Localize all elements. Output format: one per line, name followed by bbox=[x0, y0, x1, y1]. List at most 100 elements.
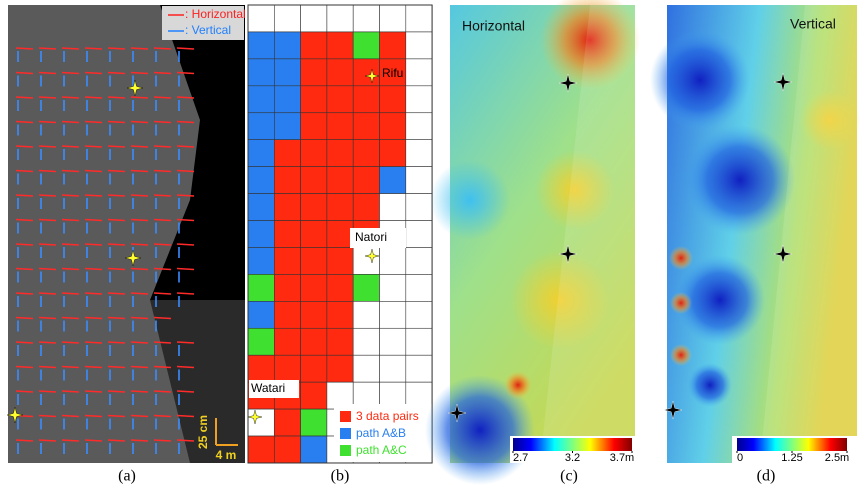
blob bbox=[688, 363, 732, 407]
grid-cell bbox=[406, 274, 432, 301]
h-arrow bbox=[131, 391, 148, 392]
grid-cell bbox=[274, 140, 300, 167]
h-arrow bbox=[85, 440, 102, 441]
h-arrow bbox=[177, 122, 194, 123]
grid-cell bbox=[380, 140, 406, 167]
grid-cell bbox=[327, 86, 353, 113]
h-arrow bbox=[62, 97, 79, 98]
grid-cell bbox=[406, 194, 432, 221]
grid-cell bbox=[248, 355, 274, 382]
grid-cell bbox=[248, 436, 274, 463]
h-arrow bbox=[16, 146, 33, 147]
grid-cell bbox=[301, 221, 327, 248]
grid-cell bbox=[301, 409, 327, 436]
colorbar-label: 0 bbox=[737, 452, 743, 464]
grid-cell bbox=[353, 5, 379, 32]
h-arrow bbox=[131, 416, 148, 417]
h-arrow bbox=[177, 146, 194, 147]
h-arrow bbox=[39, 416, 56, 417]
h-arrow bbox=[85, 195, 102, 196]
grid-cell bbox=[327, 194, 353, 221]
h-arrow bbox=[16, 269, 33, 270]
panel-title: Vertical bbox=[790, 16, 836, 32]
blob bbox=[685, 125, 795, 235]
h-arrow bbox=[16, 48, 33, 49]
h-arrow bbox=[131, 220, 148, 221]
h-arrow bbox=[154, 318, 171, 319]
grid-cell bbox=[380, 113, 406, 140]
grid-cell bbox=[380, 328, 406, 355]
h-arrow bbox=[108, 195, 125, 196]
caption: (c) bbox=[560, 468, 578, 485]
h-arrow bbox=[16, 391, 33, 392]
grid-cell bbox=[327, 167, 353, 194]
h-arrow bbox=[85, 97, 102, 98]
h-arrow bbox=[16, 122, 33, 123]
grid-cell bbox=[301, 247, 327, 274]
h-arrow bbox=[85, 293, 102, 294]
legend-swatch bbox=[340, 428, 351, 439]
h-arrow bbox=[177, 220, 194, 221]
h-arrow bbox=[131, 73, 148, 74]
grid-cell bbox=[380, 274, 406, 301]
h-arrow bbox=[154, 122, 171, 123]
grid-cell bbox=[327, 32, 353, 59]
grid-cell bbox=[248, 113, 274, 140]
blob bbox=[650, 30, 750, 130]
h-arrow bbox=[108, 440, 125, 441]
h-arrow bbox=[154, 48, 171, 49]
h-arrow bbox=[154, 244, 171, 245]
h-arrow bbox=[131, 48, 148, 49]
grid-cell bbox=[406, 140, 432, 167]
grid-cell bbox=[353, 355, 379, 382]
h-arrow bbox=[154, 269, 171, 270]
grid-cell bbox=[353, 328, 379, 355]
h-arrow bbox=[177, 367, 194, 368]
blob bbox=[504, 371, 532, 399]
h-arrow bbox=[108, 293, 125, 294]
h-arrow bbox=[108, 171, 125, 172]
h-arrow bbox=[154, 416, 171, 417]
grid-cell bbox=[380, 301, 406, 328]
h-arrow bbox=[177, 440, 194, 441]
grid-cell bbox=[301, 355, 327, 382]
h-arrow bbox=[131, 244, 148, 245]
grid-cell bbox=[274, 247, 300, 274]
h-arrow bbox=[62, 146, 79, 147]
grid-cell bbox=[274, 86, 300, 113]
h-arrow bbox=[85, 244, 102, 245]
grid-cell bbox=[301, 59, 327, 86]
h-arrow bbox=[16, 342, 33, 343]
h-arrow bbox=[177, 391, 194, 392]
h-arrow bbox=[177, 244, 194, 245]
panel-d: Vertical (d) 01.252.5m bbox=[650, 5, 860, 485]
grid-cell bbox=[301, 86, 327, 113]
h-arrow bbox=[39, 244, 56, 245]
h-arrow bbox=[85, 367, 102, 368]
h-arrow bbox=[131, 122, 148, 123]
h-arrow bbox=[62, 391, 79, 392]
grid-cell bbox=[248, 328, 274, 355]
h-arrow bbox=[177, 269, 194, 270]
h-arrow bbox=[108, 97, 125, 98]
h-arrow bbox=[39, 293, 56, 294]
h-arrow bbox=[62, 73, 79, 74]
grid-cell bbox=[353, 113, 379, 140]
grid-cell bbox=[301, 194, 327, 221]
h-arrow bbox=[108, 244, 125, 245]
grid-cell bbox=[380, 5, 406, 32]
h-arrow bbox=[108, 48, 125, 49]
h-arrow bbox=[39, 146, 56, 147]
grid-cell bbox=[274, 167, 300, 194]
h-arrow bbox=[108, 342, 125, 343]
grid-cell bbox=[248, 221, 274, 248]
h-arrow bbox=[108, 73, 125, 74]
caption: (b) bbox=[331, 468, 350, 485]
grid-cell bbox=[274, 274, 300, 301]
h-arrow bbox=[39, 73, 56, 74]
h-arrow bbox=[85, 342, 102, 343]
h-arrow bbox=[39, 97, 56, 98]
grid-cell bbox=[301, 32, 327, 59]
grid-cell bbox=[327, 355, 353, 382]
grid-cell bbox=[248, 274, 274, 301]
